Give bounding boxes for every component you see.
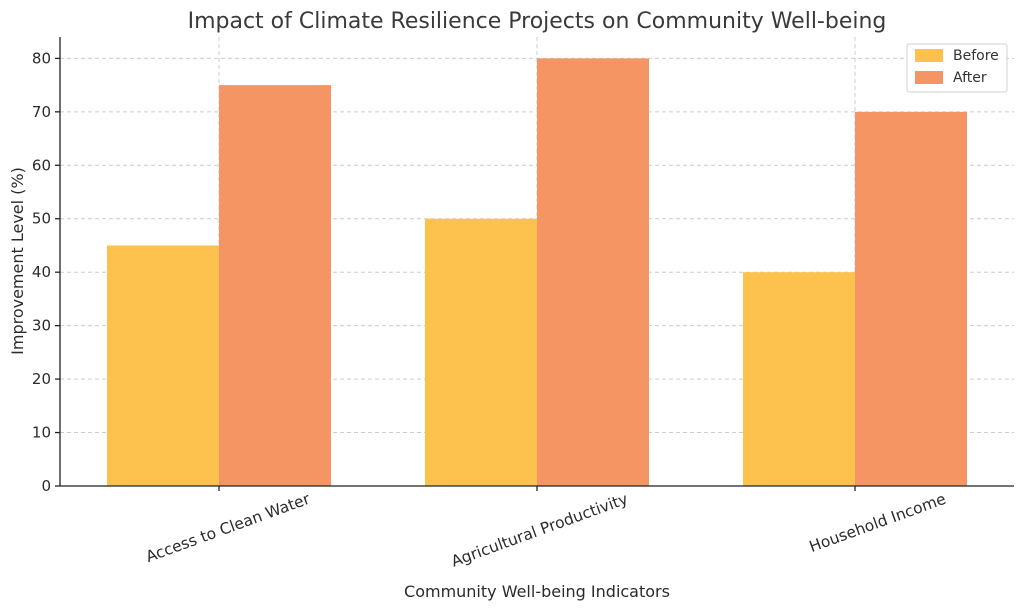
y-tick-label: 80 xyxy=(32,49,51,67)
y-tick-label: 40 xyxy=(32,263,51,281)
y-tick-label: 30 xyxy=(32,317,51,335)
x-tick-label: Access to Clean Water xyxy=(143,490,313,566)
legend-swatch-after xyxy=(915,71,943,84)
x-axis-ticks: Access to Clean Water Agricultural Produc… xyxy=(143,486,948,571)
y-tick-label: 60 xyxy=(32,156,51,174)
x-tick-label: Household Income xyxy=(807,490,948,556)
y-tick-label: 50 xyxy=(32,210,51,228)
bar-after-3 xyxy=(855,111,967,486)
y-tick-label: 70 xyxy=(32,103,51,121)
x-tick-label: Agricultural Productivity xyxy=(449,490,631,571)
bar-after-1 xyxy=(219,85,331,486)
bars xyxy=(107,58,967,486)
bar-after-2 xyxy=(537,58,649,486)
x-axis-label: Community Well-being Indicators xyxy=(404,582,670,601)
legend-swatch-before xyxy=(915,49,943,62)
chart-title: Impact of Climate Resilience Projects on… xyxy=(188,9,887,34)
legend-label-after: After xyxy=(953,70,987,86)
y-tick-label: 0 xyxy=(41,477,51,495)
legend-label-before: Before xyxy=(953,48,999,64)
bar-before-2 xyxy=(425,218,537,486)
y-tick-label: 10 xyxy=(32,424,51,442)
bar-before-3 xyxy=(743,272,855,486)
y-tick-label: 20 xyxy=(32,370,51,388)
bar-before-1 xyxy=(107,245,219,486)
y-axis-label: Improvement Level (%) xyxy=(8,167,27,355)
legend: Before After xyxy=(906,43,1008,93)
y-axis-ticks: 0 10 20 30 40 50 60 70 80 xyxy=(32,49,60,495)
